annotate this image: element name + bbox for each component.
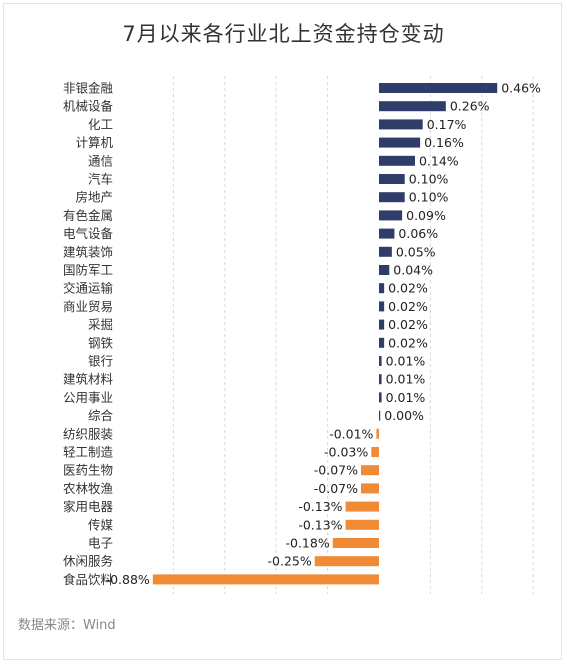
bar-5 bbox=[379, 174, 405, 184]
value-label-4: 0.14% bbox=[419, 153, 459, 168]
value-label-7: 0.09% bbox=[406, 208, 446, 223]
category-label-27: 食品饮料 bbox=[63, 572, 114, 587]
bar-15 bbox=[379, 356, 382, 366]
value-label-13: 0.02% bbox=[388, 317, 428, 332]
category-label-19: 纺织服装 bbox=[63, 426, 113, 441]
category-label-14: 钢铁 bbox=[88, 335, 114, 350]
category-label-2: 化工 bbox=[88, 117, 113, 132]
value-label-11: 0.02% bbox=[388, 281, 428, 296]
value-label-12: 0.02% bbox=[388, 299, 428, 314]
bar-25 bbox=[332, 538, 379, 548]
bar-9 bbox=[379, 246, 392, 257]
category-label-17: 公用事业 bbox=[63, 390, 113, 405]
bar-21 bbox=[361, 465, 379, 476]
category-label-26: 休闲服务 bbox=[63, 554, 113, 569]
value-label-19: -0.01% bbox=[329, 426, 373, 441]
bar-8 bbox=[379, 228, 395, 239]
bar-6 bbox=[379, 192, 405, 203]
value-label-15: 0.01% bbox=[386, 354, 426, 369]
value-label-24: -0.13% bbox=[298, 517, 342, 532]
value-label-10: 0.04% bbox=[393, 263, 433, 278]
value-label-1: 0.26% bbox=[450, 99, 490, 114]
bar-3 bbox=[379, 137, 421, 148]
bar-24 bbox=[345, 519, 379, 530]
category-label-6: 房地产 bbox=[75, 190, 113, 205]
chart-title: 7月以来各行业北上资金持仓变动 bbox=[122, 22, 445, 46]
value-label-25: -0.18% bbox=[286, 536, 330, 551]
bar-7 bbox=[379, 210, 403, 221]
value-label-20: -0.03% bbox=[324, 445, 368, 460]
bar-18 bbox=[379, 410, 381, 421]
category-label-25: 电子 bbox=[88, 536, 113, 551]
bar-10 bbox=[379, 265, 390, 275]
bar-22 bbox=[361, 483, 379, 494]
category-label-4: 通信 bbox=[88, 153, 113, 168]
bar-12 bbox=[379, 301, 385, 312]
category-label-9: 建筑装饰 bbox=[63, 244, 113, 259]
bar-14 bbox=[379, 337, 385, 348]
data-source-note: 数据来源：Wind bbox=[18, 618, 116, 633]
bar-layer bbox=[152, 83, 498, 585]
bar-0 bbox=[379, 83, 498, 93]
bar-13 bbox=[379, 319, 385, 330]
category-label-23: 家用电器 bbox=[63, 499, 114, 514]
category-label-18: 综合 bbox=[88, 408, 114, 423]
value-label-9: 0.05% bbox=[396, 244, 436, 259]
bar-1 bbox=[379, 101, 446, 112]
value-label-8: 0.06% bbox=[398, 226, 438, 241]
bar-2 bbox=[379, 119, 423, 130]
bar-20 bbox=[371, 447, 379, 457]
value-label-21: -0.07% bbox=[314, 463, 358, 478]
value-label-26: -0.25% bbox=[268, 554, 312, 569]
category-label-0: 非银金融 bbox=[63, 81, 114, 96]
category-label-24: 传媒 bbox=[88, 517, 114, 532]
category-label-16: 建筑材料 bbox=[63, 372, 114, 387]
category-label-21: 医药生物 bbox=[63, 463, 113, 478]
category-label-20: 轻工制造 bbox=[63, 445, 114, 460]
bar-17 bbox=[379, 392, 382, 403]
bar-26 bbox=[314, 556, 379, 567]
chart-frame bbox=[3, 3, 562, 660]
bar-27 bbox=[152, 574, 379, 585]
bar-4 bbox=[379, 155, 415, 166]
category-label-13: 采掘 bbox=[88, 317, 113, 332]
category-label-1: 机械设备 bbox=[63, 99, 114, 114]
value-label-6: 0.10% bbox=[409, 190, 449, 205]
category-labels: 非银金融机械设备化工计算机通信汽车房地产有色金属电气设备建筑装饰国防军工交通运输… bbox=[63, 81, 114, 587]
bar-11 bbox=[379, 283, 385, 294]
value-label-2: 0.17% bbox=[427, 117, 467, 132]
bar-16 bbox=[379, 374, 382, 385]
value-label-27: -0.88% bbox=[106, 572, 150, 587]
bar-23 bbox=[345, 501, 379, 512]
category-label-11: 交通运输 bbox=[63, 281, 114, 296]
category-label-22: 农林牧渔 bbox=[63, 481, 113, 496]
value-label-22: -0.07% bbox=[314, 481, 358, 496]
bar-19 bbox=[376, 428, 379, 439]
value-label-16: 0.01% bbox=[386, 372, 426, 387]
value-label-18: 0.00% bbox=[384, 408, 424, 423]
category-label-5: 汽车 bbox=[88, 172, 113, 187]
category-label-7: 有色金属 bbox=[63, 208, 113, 223]
category-label-15: 银行 bbox=[88, 354, 113, 369]
category-label-10: 国防军工 bbox=[63, 263, 113, 278]
value-label-3: 0.16% bbox=[424, 135, 464, 150]
value-label-14: 0.02% bbox=[388, 335, 428, 350]
category-label-3: 计算机 bbox=[75, 135, 113, 150]
category-label-12: 商业贸易 bbox=[63, 299, 113, 314]
value-label-17: 0.01% bbox=[386, 390, 426, 405]
value-label-23: -0.13% bbox=[298, 499, 342, 514]
category-label-8: 电气设备 bbox=[63, 226, 114, 241]
value-label-5: 0.10% bbox=[409, 172, 449, 187]
grid-layer bbox=[172, 76, 534, 594]
value-labels: 0.46% 0.26% 0.17% 0.16% 0.14% 0.10% 0.10% 0.09%… bbox=[106, 81, 541, 587]
value-label-0: 0.46% bbox=[501, 81, 541, 96]
